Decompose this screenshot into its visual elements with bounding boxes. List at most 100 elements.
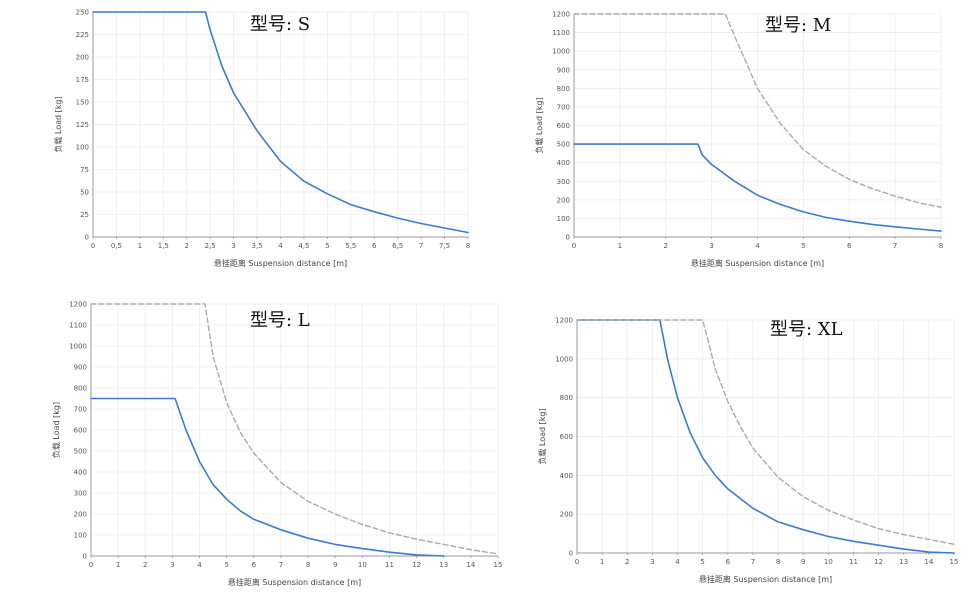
x-tick-label: 4 xyxy=(197,561,202,569)
reference-load-line xyxy=(90,303,499,555)
y-tick-label: 100 xyxy=(557,215,570,223)
y-tick-label: 600 xyxy=(557,122,570,130)
y-tick-label: 600 xyxy=(74,427,87,435)
y-axis-label: 负载 Load [kg] xyxy=(537,408,547,464)
y-tick-label: 1100 xyxy=(69,322,87,330)
y-tick-label: 400 xyxy=(560,472,573,480)
x-axis-label: 悬挂距离 Suspension distance [m] xyxy=(228,577,361,587)
y-tick-label: 1000 xyxy=(555,355,573,363)
y-axis-label: 负载 Load [kg] xyxy=(534,97,544,153)
x-tick-label: 6,5 xyxy=(392,242,403,250)
y-tick-label: 1000 xyxy=(552,48,570,56)
x-tick-label: 1 xyxy=(116,561,120,569)
y-tick-label: 200 xyxy=(76,54,89,62)
x-tick-label: 4 xyxy=(755,242,760,250)
max-load-line xyxy=(90,397,445,557)
x-tick-label: 0,5 xyxy=(111,242,122,250)
reference-load-line xyxy=(573,13,942,209)
max-load-line xyxy=(92,11,469,234)
chart-panel-xl: 0 1 2 3 4 5 6 7 8 9 10 11 12 13 14 15 0 200 400 600 800 1000 1… xyxy=(525,305,975,595)
x-tick-label: 4 xyxy=(675,558,680,566)
x-tick-label: 1 xyxy=(618,242,622,250)
chart-xl-svg: 0 1 2 3 4 5 6 7 8 9 10 11 12 13 14 15020040060080010001… xyxy=(537,317,959,585)
x-tick-label: 6 xyxy=(252,561,257,569)
reference-load-line xyxy=(576,319,955,546)
y-tick-label: 1200 xyxy=(552,11,570,19)
x-tick-label: 5 xyxy=(700,558,704,566)
y-tick-label: 300 xyxy=(557,178,570,186)
x-tick-label: 2,5 xyxy=(205,242,216,250)
y-axis-label: 负载 Load [kg] xyxy=(51,402,61,458)
y-tick-label: 100 xyxy=(74,532,87,540)
x-tick-label: 11 xyxy=(385,561,394,569)
y-tick-label: 600 xyxy=(560,433,573,441)
x-tick-label: 3,5 xyxy=(251,242,262,250)
x-tick-label: 5 xyxy=(801,242,805,250)
x-tick-label: 10 xyxy=(358,561,367,569)
y-tick-label: 400 xyxy=(557,159,570,167)
x-tick-label: 3 xyxy=(231,242,235,250)
max-load-line xyxy=(573,143,942,232)
x-tick-label: 15 xyxy=(950,558,959,566)
x-tick-label: 12 xyxy=(412,561,421,569)
x-tick-label: 12 xyxy=(874,558,883,566)
y-tick-label: 0 xyxy=(83,553,87,561)
y-tick-label: 300 xyxy=(74,490,87,498)
x-tick-label: 0 xyxy=(575,558,579,566)
y-tick-label: 1100 xyxy=(552,29,570,37)
y-tick-label: 700 xyxy=(557,103,570,111)
y-tick-label: 800 xyxy=(560,394,573,402)
x-tick-label: 5,5 xyxy=(345,242,356,250)
y-tick-label: 200 xyxy=(74,511,87,519)
x-tick-label: 2 xyxy=(143,561,147,569)
x-tick-label: 7,5 xyxy=(439,242,450,250)
chart-title-s: 型号: S xyxy=(250,14,310,35)
x-tick-label: 0 xyxy=(89,561,93,569)
x-tick-label: 2 xyxy=(625,558,629,566)
x-tick-label: 2 xyxy=(185,242,189,250)
max-load-line xyxy=(576,319,955,554)
y-tick-label: 900 xyxy=(557,66,570,74)
y-tick-label: 175 xyxy=(76,76,89,84)
y-tick-label: 100 xyxy=(76,144,89,152)
x-tick-label: 7 xyxy=(279,561,283,569)
x-tick-label: 7 xyxy=(751,558,755,566)
x-tick-label: 6 xyxy=(847,242,852,250)
chart-l-svg: 0 1 2 3 4 5 6 7 8 9 10 11 12 13 14 15010020030040050060… xyxy=(51,301,503,588)
chart-title-m: 型号: M xyxy=(765,15,831,36)
x-tick-label: 6 xyxy=(726,558,731,566)
chart-s-svg: 0 0,5 1 1,5 2 2,5 3 3,5 4 4,5 5 5,5 6 6,5 7 7,5 8 0 25 50 75… xyxy=(53,9,470,269)
x-tick-label: 2 xyxy=(664,242,668,250)
x-tick-label: 7 xyxy=(893,242,897,250)
x-axis-label: 悬挂距离 Suspension distance [m] xyxy=(699,574,832,584)
x-tick-label: 15 xyxy=(494,561,503,569)
x-tick-label: 9 xyxy=(801,558,805,566)
chart-panel-l: 0 1 2 3 4 5 6 7 8 9 10 11 12 13 14 15 0 100 200 300 400 500 60… xyxy=(45,292,510,592)
x-tick-label: 3 xyxy=(650,558,654,566)
chart-title-l: 型号: L xyxy=(250,310,310,331)
x-tick-label: 13 xyxy=(439,561,448,569)
y-tick-label: 0 xyxy=(566,234,570,242)
x-tick-label: 5 xyxy=(224,561,228,569)
x-tick-label: 7 xyxy=(419,242,423,250)
x-tick-label: 1 xyxy=(600,558,604,566)
chart-panel-s: 0 0,5 1 1,5 2 2,5 3 3,5 4 4,5 5 5,5 6 6,5 7 7,5 8 0 25 50 75… xyxy=(50,0,480,280)
x-tick-label: 5 xyxy=(325,242,329,250)
x-axis-label: 悬挂距离 Suspension distance [m] xyxy=(691,258,824,268)
x-tick-label: 11 xyxy=(849,558,858,566)
x-tick-label: 14 xyxy=(466,561,475,569)
chart-m-svg: 0 1 2 3 4 5 6 7 8 0 100 200 300 400 500 600 700 800 900 100… xyxy=(534,11,943,269)
y-tick-label: 1200 xyxy=(555,317,573,325)
x-tick-label: 3 xyxy=(170,561,174,569)
x-tick-label: 14 xyxy=(924,558,933,566)
y-tick-label: 800 xyxy=(557,85,570,93)
chart-title-xl: 型号: XL xyxy=(770,319,843,340)
y-tick-label: 125 xyxy=(76,121,89,129)
x-tick-label: 1,5 xyxy=(158,242,169,250)
y-tick-label: 0 xyxy=(569,550,573,558)
chart-panel-m: 0 1 2 3 4 5 6 7 8 0 100 200 300 400 500 600 700 800 900 100… xyxy=(520,0,975,280)
x-tick-label: 4,5 xyxy=(298,242,309,250)
y-axis-label: 负载 Load [kg] xyxy=(53,96,63,152)
x-tick-label: 13 xyxy=(899,558,908,566)
x-tick-label: 8 xyxy=(776,558,780,566)
